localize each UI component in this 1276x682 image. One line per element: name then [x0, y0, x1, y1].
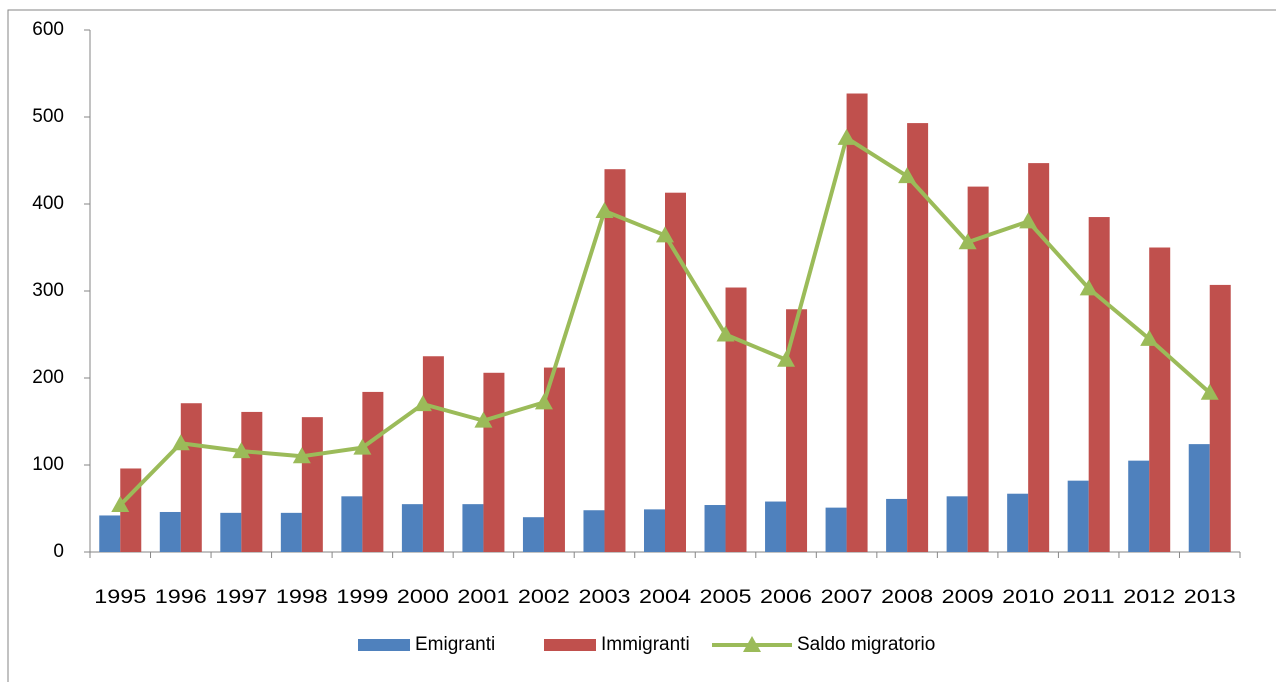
x-tick-label: 2010 [1002, 587, 1054, 608]
bar [725, 287, 747, 552]
x-tick-label: 2011 [1063, 587, 1115, 608]
y-tick-label: 600 [32, 19, 64, 40]
x-tick-label: 2005 [700, 587, 752, 608]
bar [907, 123, 929, 552]
bar [280, 512, 302, 552]
bar [583, 510, 605, 552]
x-tick-label: 2006 [760, 587, 812, 608]
bar [483, 372, 505, 552]
marker [1200, 383, 1219, 400]
x-tick-label: 2008 [881, 587, 933, 608]
bar [462, 504, 484, 552]
bar [1128, 460, 1150, 552]
x-tick-label: 1996 [155, 587, 207, 608]
x-tick-label: 2003 [578, 587, 630, 608]
chart-border [7, 9, 1276, 682]
x-tick-label: 2009 [942, 587, 994, 608]
marker [716, 325, 735, 342]
legend-label: Saldo migratorio [797, 634, 935, 655]
y-tick-label: 100 [32, 454, 64, 475]
marker [111, 496, 130, 513]
y-tick-label: 200 [32, 367, 64, 388]
y-tick-label: 500 [32, 106, 64, 127]
bar [362, 391, 384, 552]
marker [232, 442, 251, 459]
x-tick-label: 2012 [1123, 587, 1175, 608]
marker [777, 350, 796, 367]
marker [171, 434, 190, 451]
x-tick-label: 2002 [518, 587, 570, 608]
bar [765, 501, 787, 552]
bar [220, 512, 242, 552]
bar [665, 192, 686, 552]
bar [967, 186, 989, 552]
bar [886, 498, 908, 552]
bar [241, 411, 263, 552]
legend-swatch [544, 639, 596, 651]
bar [786, 309, 808, 552]
bar [846, 93, 868, 552]
bar [522, 517, 544, 552]
bar [1188, 444, 1210, 552]
marker [474, 411, 493, 428]
marker [1140, 329, 1159, 346]
marker [898, 167, 917, 184]
marker [534, 393, 553, 410]
legend-label: Emigranti [415, 634, 495, 655]
bar [1088, 217, 1110, 553]
bar [422, 356, 444, 552]
bar [401, 504, 423, 552]
bar [946, 496, 968, 552]
bar [1067, 480, 1089, 552]
legend-label: Immigranti [601, 634, 690, 655]
marker [958, 233, 977, 250]
marker [837, 128, 856, 145]
bar [825, 507, 847, 552]
bar [301, 417, 323, 552]
marker [656, 226, 674, 243]
bar [99, 515, 121, 552]
x-tick-label: 2004 [639, 587, 692, 608]
bar [704, 505, 726, 552]
marker [1079, 279, 1098, 296]
x-tick-label: 2000 [397, 587, 449, 608]
bar [180, 403, 202, 552]
x-tick-label: 1999 [336, 587, 388, 608]
marker [595, 201, 614, 218]
marker [292, 447, 311, 464]
x-tick-label: 1995 [94, 587, 146, 608]
bar [1028, 163, 1050, 553]
x-tick-label: 2001 [457, 587, 509, 608]
marker [413, 395, 432, 412]
x-tick-label: 1997 [215, 587, 267, 608]
bar [604, 169, 626, 552]
marker [353, 438, 372, 455]
legend-marker [743, 636, 761, 652]
bar [341, 496, 363, 552]
x-tick-label: 1998 [276, 587, 328, 608]
x-tick-label: 2007 [821, 587, 873, 608]
bar [1209, 284, 1231, 552]
marker [1019, 212, 1038, 229]
bar [1149, 247, 1171, 552]
y-tick-label: 0 [53, 541, 64, 562]
y-tick-label: 400 [32, 193, 64, 214]
bar [644, 509, 665, 552]
y-tick-label: 300 [32, 280, 64, 301]
bar [159, 511, 181, 552]
bar [543, 367, 565, 552]
x-tick-label: 2013 [1184, 587, 1236, 608]
bar [1007, 493, 1029, 552]
legend-swatch [358, 639, 410, 651]
